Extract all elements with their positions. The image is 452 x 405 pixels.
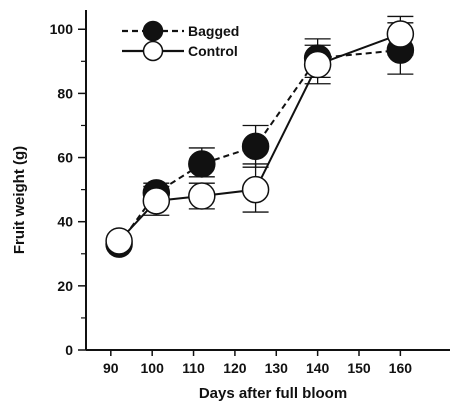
data-point [241, 132, 270, 161]
x-tick-label: 110 [182, 360, 205, 376]
x-tick-label: 160 [389, 360, 413, 376]
plot-area [105, 15, 415, 258]
y-tick-label: 20 [57, 278, 73, 294]
data-point [105, 227, 133, 255]
legend-label: Bagged [188, 23, 239, 39]
legend-marker [142, 40, 164, 62]
data-point [142, 187, 171, 215]
legend-label: Control [188, 43, 238, 59]
x-axis-title: Days after full bloom [199, 385, 347, 402]
data-point [386, 20, 415, 48]
legend-marker [142, 20, 164, 42]
data-point [241, 175, 270, 204]
data-point [188, 150, 216, 178]
y-tick-label: 60 [57, 150, 73, 166]
y-tick-label: 100 [50, 21, 74, 37]
legend: Bagged Control [122, 20, 239, 62]
y-tick-label: 0 [65, 342, 73, 358]
y-tick-label: 80 [57, 85, 73, 101]
x-tick-label: 130 [265, 360, 289, 376]
y-axis-title: Fruit weight (g) [11, 146, 28, 254]
x-tick-label: 100 [141, 360, 165, 376]
x-tick-label: 150 [347, 360, 371, 376]
x-tick-label: 90 [103, 360, 119, 376]
data-point [303, 50, 332, 79]
x-tick-label: 140 [306, 360, 330, 376]
x-tick-label: 120 [223, 360, 247, 376]
y-tick-label: 40 [57, 214, 73, 230]
data-point [188, 182, 216, 210]
axes: 0 20 40 60 80 100 90 100 110 120 130 140 150 160 [50, 10, 450, 376]
